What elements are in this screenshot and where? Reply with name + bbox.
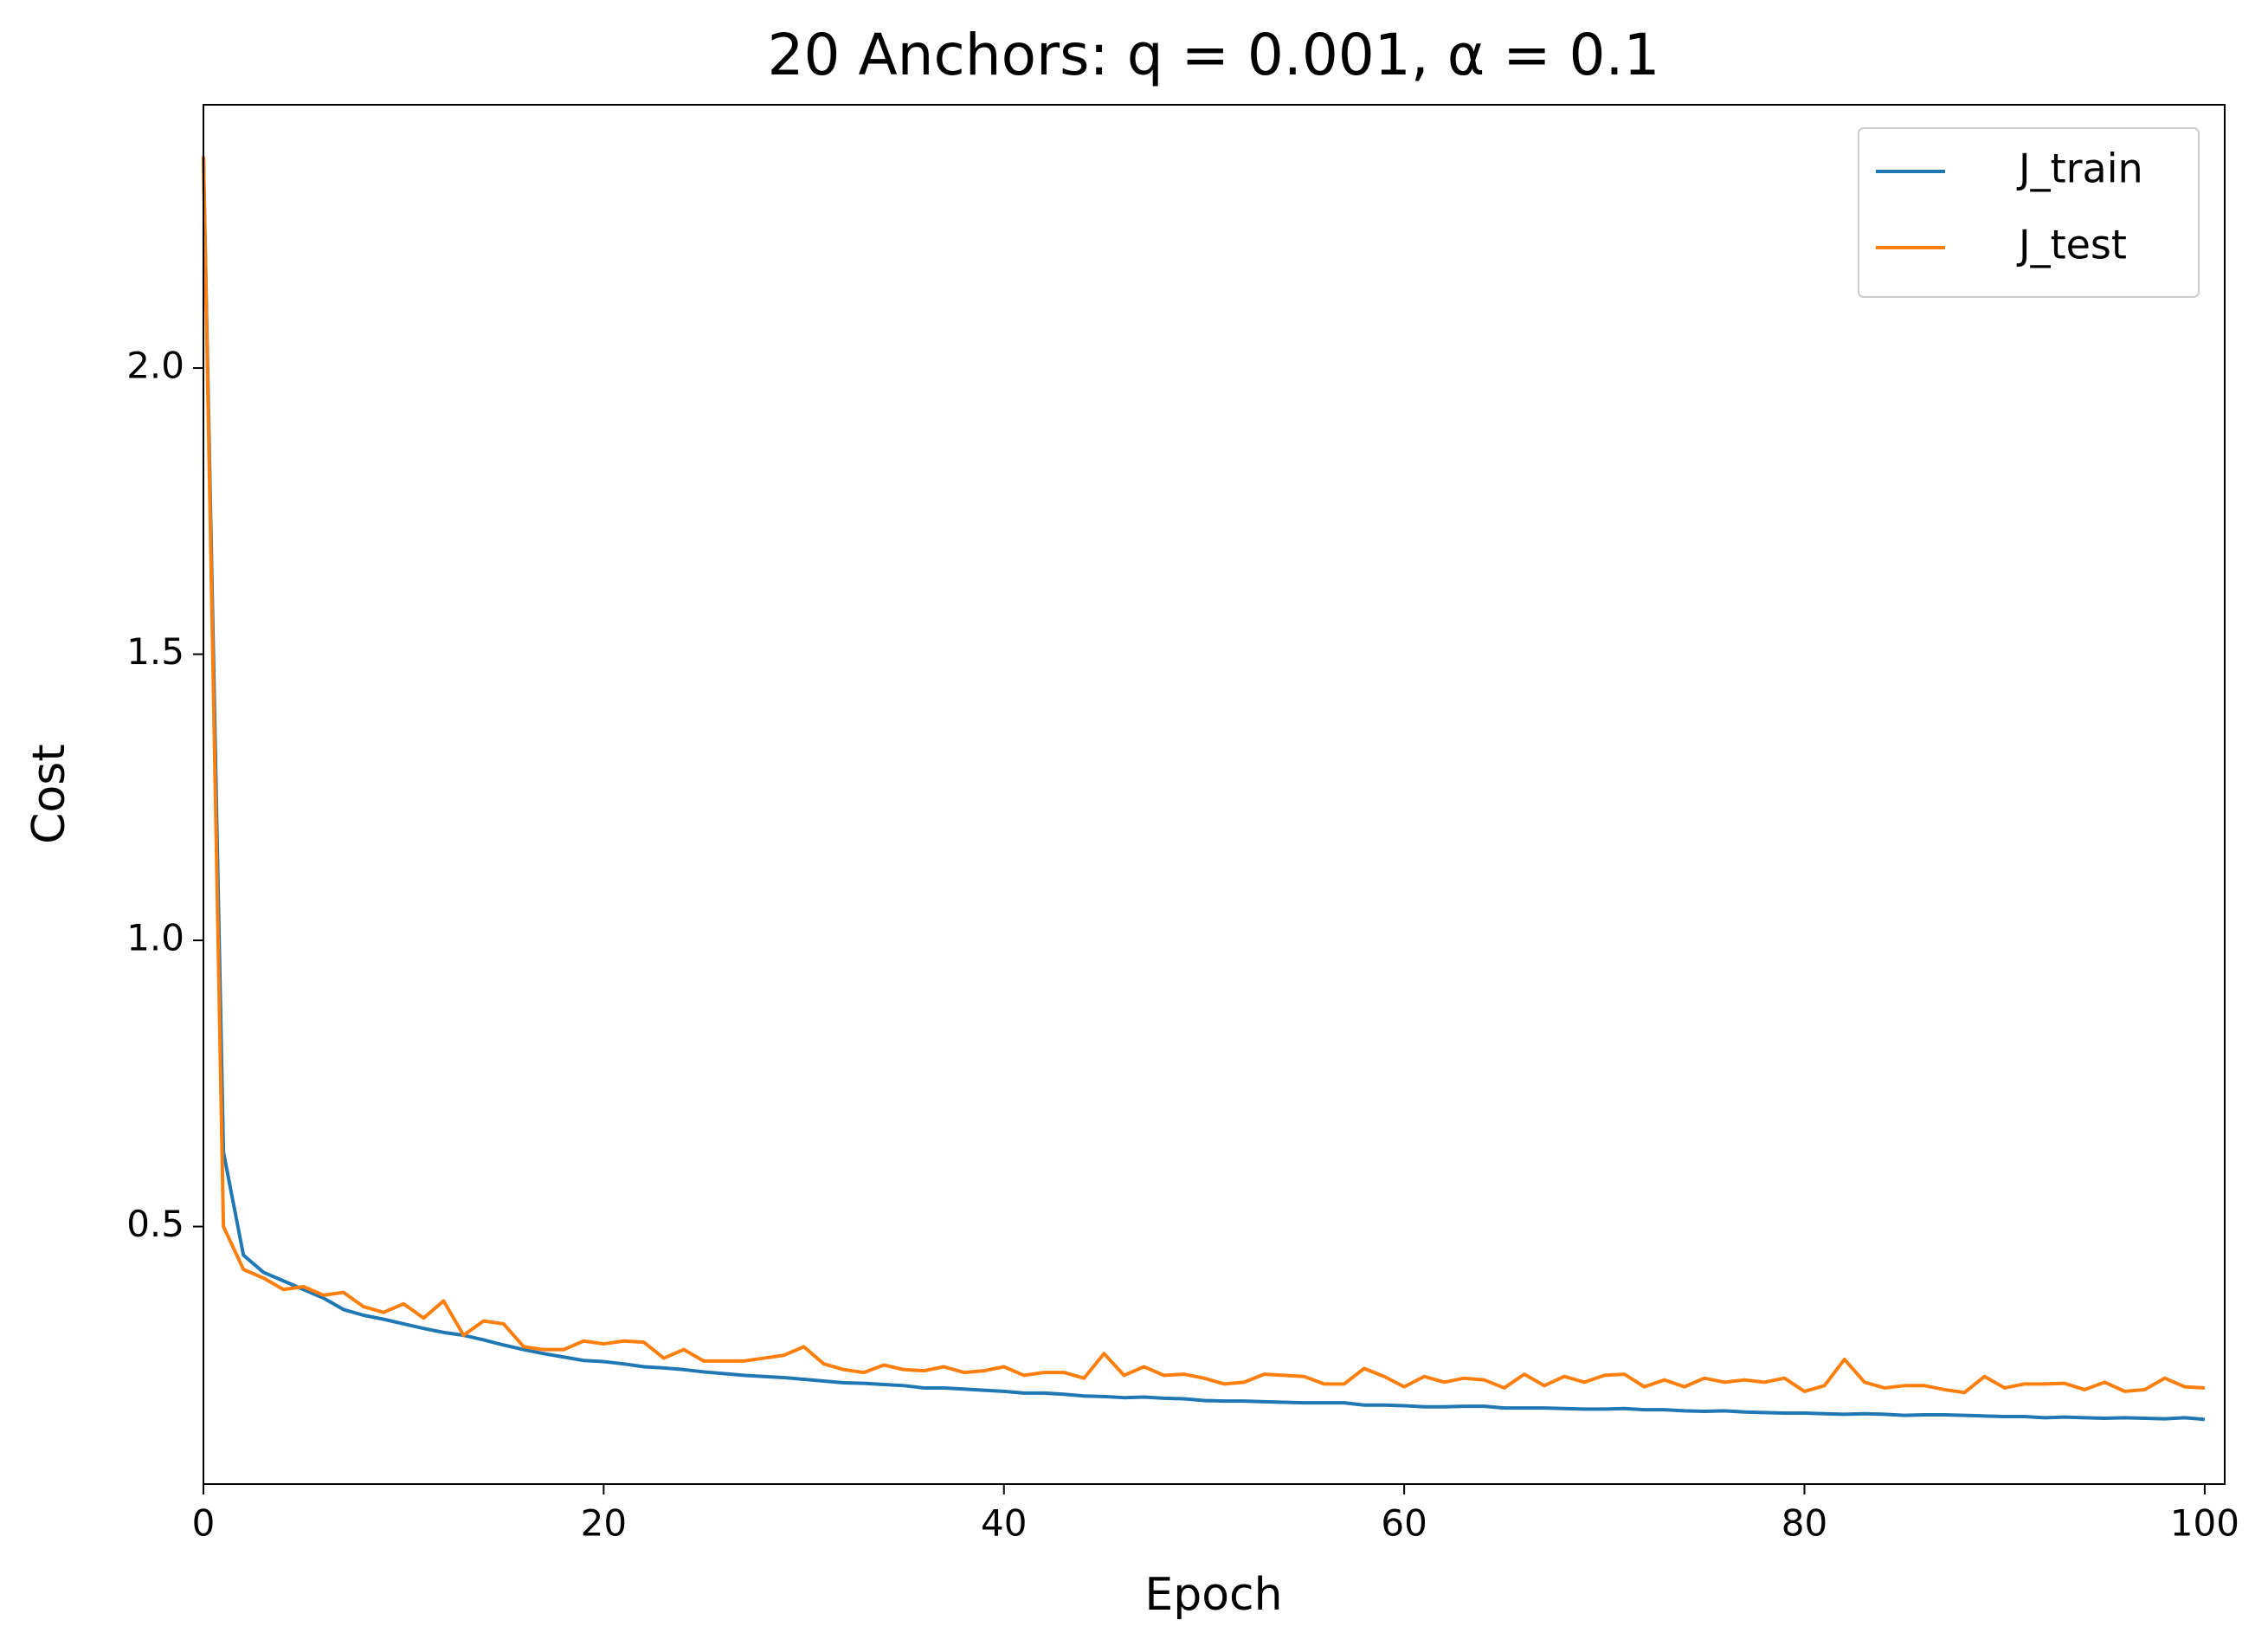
legend-label: J_test [2016, 222, 2127, 268]
x-tick-label: 80 [1782, 1502, 1827, 1545]
x-tick-label: 20 [581, 1502, 627, 1545]
series-line [202, 156, 2205, 1395]
series-line [202, 156, 2206, 1422]
chart-title: 20 Anchors: q = 0.001, α = 0.1 [768, 22, 1660, 88]
y-tick-label: 1.0 [126, 917, 184, 959]
x-axis-label: Epoch [1144, 1569, 1282, 1621]
x-tick-label: 40 [981, 1502, 1027, 1545]
y-tick-label: 2.0 [126, 345, 184, 387]
x-tick-label: 0 [192, 1502, 216, 1545]
y-tick-label: 1.5 [126, 630, 184, 673]
x-tick-label: 100 [2170, 1502, 2239, 1545]
y-tick-label: 0.5 [126, 1203, 184, 1245]
legend-label: J_train [2016, 145, 2143, 192]
x-tick-label: 60 [1381, 1502, 1427, 1545]
plot-frame [203, 104, 2226, 1485]
y-axis-label: Cost [23, 744, 75, 844]
